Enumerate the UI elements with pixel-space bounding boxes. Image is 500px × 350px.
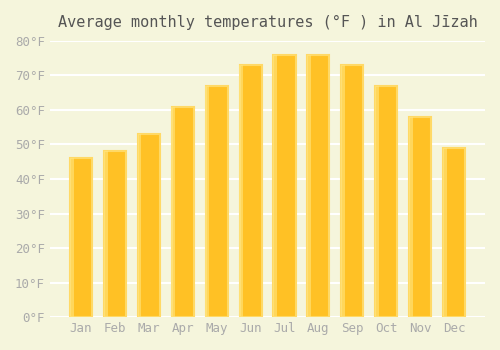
Bar: [274, 55, 295, 317]
Bar: [375, 86, 379, 317]
Bar: [308, 55, 330, 317]
Bar: [409, 117, 413, 317]
Bar: [240, 65, 244, 317]
Bar: [138, 134, 141, 317]
Bar: [172, 106, 175, 317]
Bar: [443, 148, 447, 317]
Bar: [443, 148, 465, 317]
Bar: [172, 106, 194, 317]
Bar: [307, 55, 311, 317]
Bar: [138, 134, 160, 317]
Bar: [70, 158, 73, 317]
Bar: [70, 158, 92, 317]
Bar: [206, 86, 228, 317]
Bar: [409, 117, 432, 317]
Bar: [240, 65, 262, 317]
Bar: [342, 65, 363, 317]
Bar: [104, 152, 126, 317]
Bar: [274, 55, 277, 317]
Bar: [341, 65, 345, 317]
Bar: [206, 86, 210, 317]
Bar: [104, 152, 108, 317]
Title: Average monthly temperatures (°F ) in Al Jīzah: Average monthly temperatures (°F ) in Al…: [58, 15, 478, 30]
Bar: [376, 86, 398, 317]
